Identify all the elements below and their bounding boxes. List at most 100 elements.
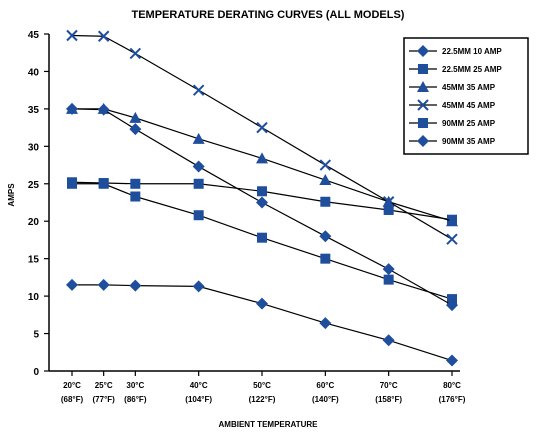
data-point <box>192 84 205 96</box>
data-point <box>130 191 141 202</box>
y-tick-label: 10 <box>28 292 40 303</box>
x-tick-label-fahrenheit: (68°F) <box>61 395 84 404</box>
data-point <box>97 103 110 116</box>
data-point <box>319 230 332 243</box>
x-tick-label-fahrenheit: (158°F) <box>375 395 402 404</box>
legend-label: 90MM 35 AMP <box>442 137 496 146</box>
legend-marker <box>417 81 429 92</box>
legend-marker <box>417 99 429 111</box>
data-point <box>98 178 109 189</box>
data-point <box>382 263 395 276</box>
data-point <box>97 30 110 42</box>
data-point <box>382 196 395 208</box>
data-point <box>446 299 458 312</box>
x-tick-label-celsius: 60°C <box>316 381 334 390</box>
x-marker-stroke <box>417 99 429 111</box>
x-tick-label-celsius: 50°C <box>253 381 271 390</box>
data-point <box>192 160 205 173</box>
data-point <box>446 233 458 245</box>
x-axis-title: AMBIENT TEMPERATURE <box>219 420 319 429</box>
legend-item-4: 45MM 45 AMP <box>409 99 496 111</box>
data-point <box>446 215 458 227</box>
x-tick-label-fahrenheit: (140°F) <box>312 395 339 404</box>
x-marker-stroke <box>192 84 205 96</box>
x-marker-stroke <box>97 30 110 42</box>
data-point <box>383 204 394 215</box>
legend-item-2: 22.5MM 25 AMP <box>409 64 502 74</box>
series-line <box>71 181 453 221</box>
y-tick-label: 25 <box>28 180 40 191</box>
y-tick-label: 35 <box>28 105 40 116</box>
x-tick-label-celsius: 25°C <box>95 381 113 390</box>
x-tick-label-fahrenheit: (176°F) <box>439 395 466 404</box>
y-tick-label: 40 <box>28 67 40 78</box>
legend-item-1: 22.5MM 10 AMP <box>409 45 502 57</box>
y-tick-label: 45 <box>28 30 40 41</box>
x-marker-stroke <box>66 29 78 42</box>
legend-item-3: 45MM 35 AMP <box>409 81 496 92</box>
data-point <box>320 253 331 264</box>
data-point <box>257 232 267 243</box>
x-tick-label-celsius: 20°C <box>63 381 81 390</box>
data-point <box>319 174 332 186</box>
x-tick-label-celsius: 30°C <box>126 381 144 390</box>
data-point <box>97 278 110 291</box>
data-point <box>256 152 268 164</box>
y-tick-label: 0 <box>33 367 39 378</box>
legend-label: 22.5MM 25 AMP <box>442 65 502 74</box>
data-point <box>193 178 204 189</box>
x-tick-label-fahrenheit: (104°F) <box>185 395 212 404</box>
data-point <box>192 280 205 293</box>
x-tick-label-celsius: 40°C <box>190 381 208 390</box>
data-point <box>256 121 268 134</box>
legend-label: 22.5MM 10 AMP <box>442 47 502 56</box>
data-point <box>129 47 142 60</box>
x-marker-stroke <box>382 196 395 208</box>
series-line <box>71 108 453 306</box>
chart-title: TEMPERATURE DERATING CURVES (ALL MODELS) <box>132 9 405 21</box>
x-tick-label-fahrenheit: (122°F) <box>249 395 276 404</box>
series-layer <box>66 29 458 367</box>
data-point <box>192 132 205 144</box>
x-tick-label-fahrenheit: (86°F) <box>124 395 147 404</box>
series-1 <box>66 278 458 367</box>
data-point <box>257 186 267 197</box>
legend-box <box>403 37 529 155</box>
data-point <box>129 123 142 136</box>
data-point <box>382 334 395 347</box>
y-tick-label: 5 <box>33 330 39 341</box>
legend: 22.5MM 10 AMP 22.5MM 25 AMP 45MM 35 AMP 45M… <box>403 37 529 155</box>
x-marker-stroke <box>446 233 458 245</box>
series-line <box>72 108 453 222</box>
x-tick-label-celsius: 80°C <box>443 381 461 390</box>
data-point <box>319 317 332 330</box>
x-marker-stroke <box>256 121 268 134</box>
data-point <box>319 159 332 171</box>
x-marker-stroke <box>319 159 332 171</box>
series-line <box>72 183 453 300</box>
x-axis-ticks: 20°C (68°F) 25°C (77°F) 30°C (86°F) 40°C (104°F… <box>61 371 466 404</box>
y-tick-label: 15 <box>28 255 40 266</box>
legend-marker <box>418 64 428 74</box>
data-point <box>129 279 142 292</box>
data-point <box>66 278 78 291</box>
legend-label: 45MM 35 AMP <box>442 83 496 92</box>
legend-label: 90MM 25 AMP <box>442 119 496 128</box>
legend-item-6: 90MM 35 AMP <box>409 135 496 147</box>
legend-item-5: 90MM 25 AMP <box>409 118 496 128</box>
data-point <box>66 29 78 42</box>
series-4 <box>66 29 458 245</box>
legend-marker <box>417 45 429 57</box>
y-axis-title: AMPS <box>7 183 16 207</box>
data-point <box>256 297 268 310</box>
data-point <box>67 178 77 189</box>
data-point <box>66 102 78 115</box>
data-point <box>383 274 394 285</box>
legend-marker <box>418 118 428 128</box>
series-line <box>72 284 453 362</box>
data-point <box>193 210 204 221</box>
x-tick-label-fahrenheit: (77°F) <box>93 395 116 404</box>
series-line <box>71 34 453 240</box>
data-point <box>130 178 141 189</box>
